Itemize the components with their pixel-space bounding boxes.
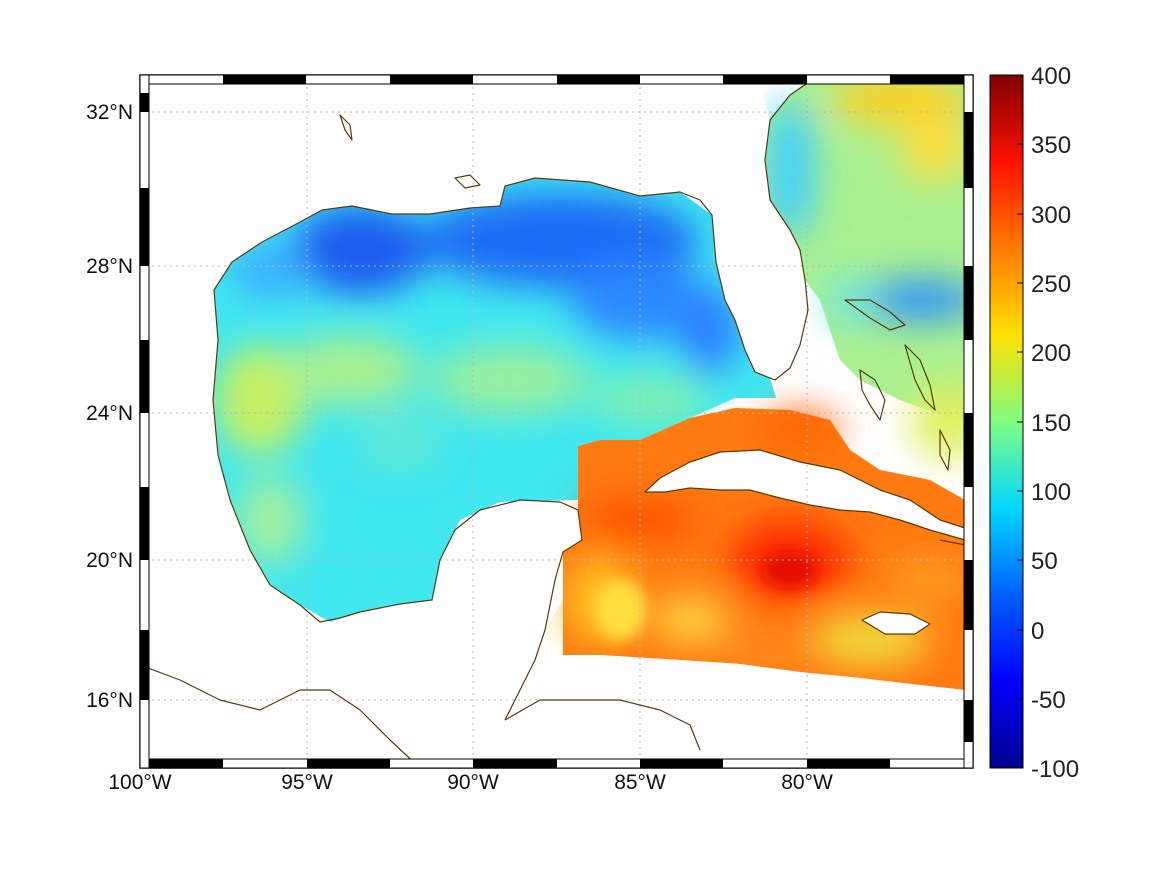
colorbar-label: 400: [1031, 63, 1071, 90]
lon-label: 80°W: [781, 771, 833, 794]
colorbar-label: 50: [1031, 548, 1058, 575]
ocean-field: [140, 75, 973, 768]
lat-label: 24°N: [86, 402, 133, 425]
map-frame: [139, 74, 974, 769]
lon-label: 100°W: [108, 771, 171, 794]
colorbar-label: 250: [1031, 271, 1071, 298]
colorbar-ticks: [1017, 143, 1023, 700]
colorbar-label: 350: [1031, 132, 1071, 159]
colorbar-label: 300: [1031, 202, 1071, 229]
lon-labels: 100°W 95°W 90°W 85°W 80°W: [108, 771, 833, 794]
colorbar-label: 0: [1031, 618, 1044, 645]
lon-label: 90°W: [447, 771, 499, 794]
lon-label: 95°W: [281, 771, 333, 794]
colorbar-label: 200: [1031, 340, 1071, 367]
colorbar-label: -100: [1031, 756, 1079, 783]
lat-label: 32°N: [86, 101, 133, 124]
colorbar-label: 100: [1031, 479, 1071, 506]
lat-label: 28°N: [86, 255, 133, 278]
lon-label: 85°W: [614, 771, 666, 794]
lat-label: 16°N: [86, 689, 133, 712]
colorbar-label: 150: [1031, 410, 1071, 437]
colorbar-label: -50: [1031, 687, 1066, 714]
colorbar: 400 350 300 250 200 150 100 50 0 -50 -10…: [989, 63, 1079, 783]
lat-labels: 32°N 28°N 24°N 20°N 16°N: [86, 101, 133, 712]
lat-label: 20°N: [86, 549, 133, 572]
